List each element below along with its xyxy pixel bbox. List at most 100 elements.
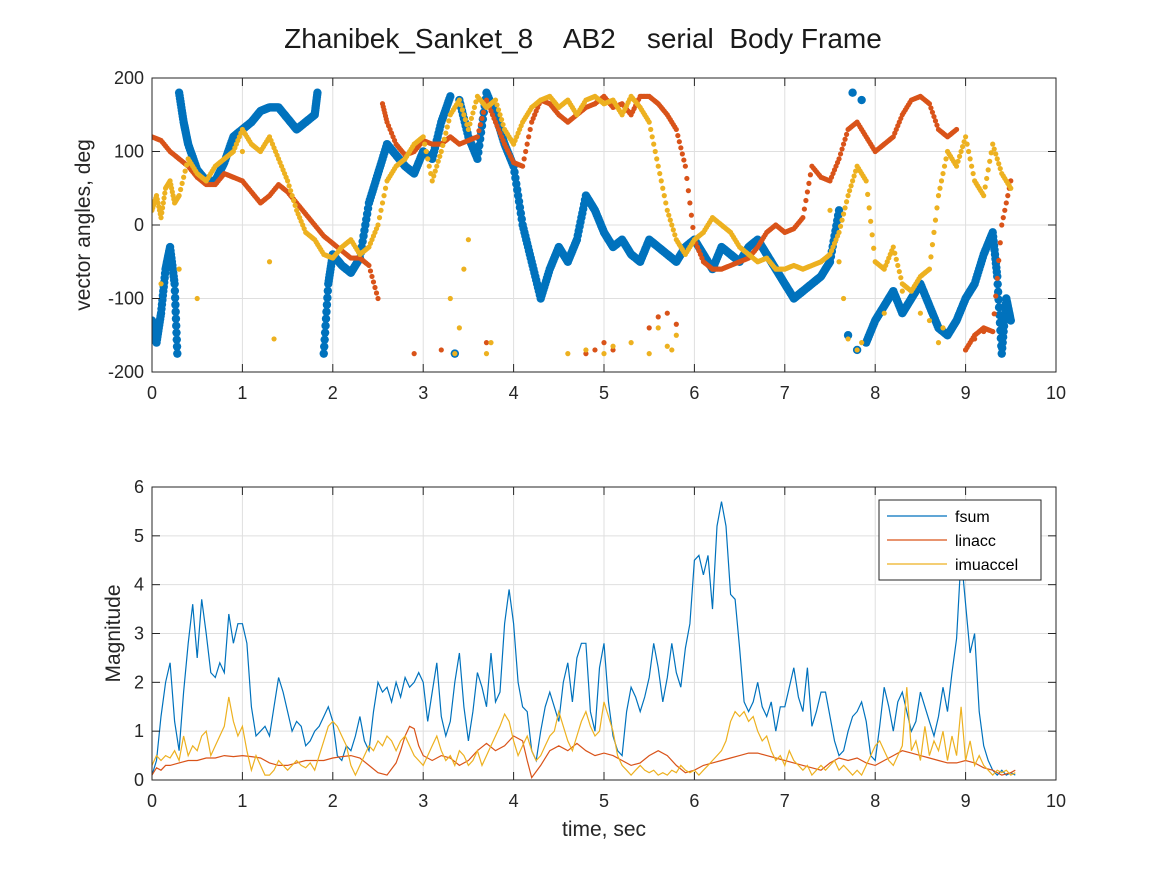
data-point: [839, 146, 845, 152]
data-point: [782, 229, 788, 235]
data-point: [373, 290, 380, 296]
x-tick-label: 6: [689, 791, 699, 811]
data-point: [664, 343, 670, 349]
data-point: [859, 340, 865, 346]
data-point: [556, 112, 562, 118]
data-point: [798, 286, 808, 296]
data-point: [477, 121, 484, 128]
data-point: [429, 141, 435, 147]
data-point: [601, 93, 607, 99]
y-tick-label: 0: [134, 215, 144, 235]
y-axis-label: Magnitude: [102, 584, 125, 682]
data-point: [895, 262, 901, 269]
data-point: [434, 163, 440, 169]
data-point: [465, 237, 471, 243]
data-point: [288, 188, 294, 194]
data-point: [985, 167, 991, 173]
data-point: [161, 195, 167, 201]
data-point: [848, 88, 857, 97]
y-tick-label: 100: [114, 142, 144, 162]
data-point: [700, 229, 707, 235]
data-point: [212, 181, 218, 188]
x-tick-label: 1: [237, 791, 247, 811]
data-point: [682, 251, 688, 257]
x-axis-label: time, sec: [562, 818, 646, 841]
data-point: [285, 178, 291, 184]
data-point: [816, 272, 826, 281]
data-point: [663, 200, 669, 206]
data-point: [709, 215, 716, 221]
data-point: [1000, 215, 1006, 221]
data-point: [791, 226, 797, 232]
data-point: [834, 206, 844, 215]
data-point: [465, 137, 471, 144]
data-point: [988, 150, 994, 156]
data-point: [160, 200, 166, 206]
data-point: [890, 244, 896, 250]
data-point: [851, 173, 857, 179]
data-point: [842, 205, 848, 211]
data-point: [744, 242, 753, 252]
data-point: [850, 178, 856, 184]
data-point: [488, 340, 494, 346]
data-point: [637, 104, 643, 110]
data-point: [619, 112, 625, 118]
data-point: [889, 286, 898, 296]
data-point: [963, 134, 969, 140]
data-point: [437, 153, 443, 159]
data-point: [898, 275, 904, 281]
data-point: [645, 235, 654, 244]
data-point: [944, 148, 951, 155]
legend-label-imuaccel: imuaccel: [955, 557, 1018, 574]
data-point: [807, 172, 814, 178]
data-point: [818, 259, 824, 265]
data-point: [203, 181, 209, 188]
data-point: [943, 156, 949, 162]
series-1: [152, 93, 1014, 357]
data-point: [953, 163, 960, 169]
data-point: [357, 251, 363, 257]
data-point: [932, 118, 939, 124]
data-point: [152, 207, 155, 213]
legend: fsum linacc imuaccel: [878, 499, 1042, 581]
data-point: [230, 148, 236, 155]
data-point: [993, 151, 999, 157]
data-point: [1008, 185, 1014, 191]
data-point: [990, 141, 996, 147]
data-point: [648, 126, 654, 133]
data-point: [447, 295, 453, 302]
data-point: [678, 145, 684, 151]
data-point: [181, 174, 187, 180]
data-point: [1003, 200, 1009, 206]
data-point: [203, 178, 209, 184]
x-tick-label: 2: [328, 791, 338, 811]
data-point: [291, 197, 297, 204]
data-point: [184, 162, 190, 168]
data-point: [988, 228, 997, 237]
data-point: [275, 156, 282, 162]
data-point: [990, 328, 996, 335]
data-point: [782, 266, 788, 272]
data-point: [161, 264, 170, 274]
data-point: [941, 163, 948, 169]
data-point: [865, 191, 871, 197]
data-point: [378, 207, 384, 213]
data-point: [172, 200, 178, 206]
data-point: [993, 279, 1002, 289]
data-point: [176, 156, 182, 162]
data-point: [384, 178, 390, 184]
data-point: [369, 273, 375, 280]
data-point: [545, 264, 554, 274]
y-tick-label: 4: [134, 575, 144, 595]
data-point: [475, 141, 484, 150]
data-point: [239, 126, 245, 133]
data-point: [176, 193, 182, 199]
data-point: [498, 117, 505, 123]
y-tick-label: 0: [134, 770, 144, 790]
data-point: [320, 328, 330, 337]
data-point: [172, 328, 181, 337]
data-point: [688, 212, 694, 218]
data-point: [446, 118, 452, 124]
data-point: [854, 347, 860, 353]
data-point: [843, 331, 853, 340]
